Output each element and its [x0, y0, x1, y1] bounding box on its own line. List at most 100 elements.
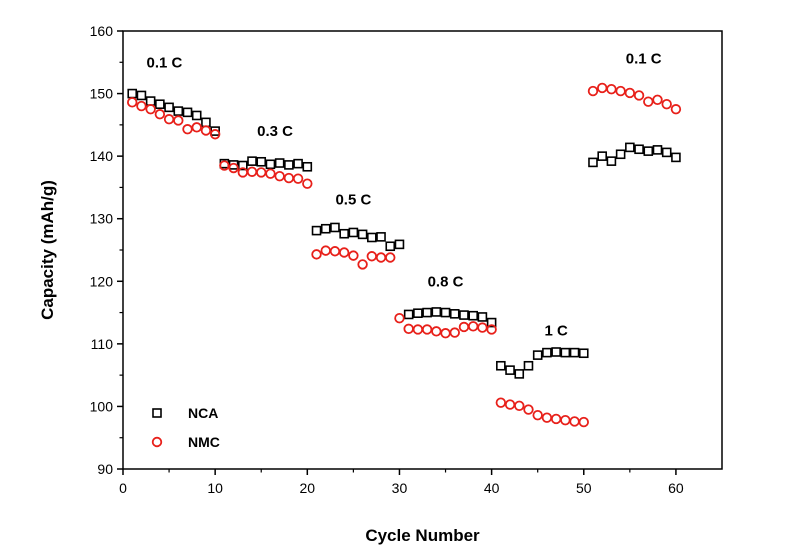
data-point-nmc: [514, 400, 525, 412]
data-point-nca: [311, 225, 322, 236]
data-point-nca: [523, 360, 534, 371]
rate-label: 1 C: [544, 323, 568, 340]
data-point-nca: [339, 228, 349, 239]
rate-annotations: 0.1 C 0.3 C 0.5 C 0.8 C 1 C 0.1 C: [147, 51, 662, 340]
x-tick-label: 30: [392, 480, 408, 496]
data-point-nmc: [560, 414, 571, 426]
data-point-nmc: [643, 96, 654, 107]
y-tick-label: 150: [90, 86, 114, 102]
data-point-nca: [671, 152, 681, 163]
data-marks: [127, 82, 682, 428]
data-point-nca: [477, 312, 488, 322]
data-point-nmc: [578, 416, 589, 428]
data-point-nmc: [274, 170, 285, 182]
data-point-nmc: [504, 399, 516, 410]
data-point-nca: [182, 107, 193, 118]
data-point-nca: [532, 350, 543, 360]
data-point-nca: [597, 151, 608, 161]
data-point-nca: [394, 239, 405, 250]
data-point-nmc: [449, 327, 460, 338]
data-point-nmc: [209, 129, 221, 140]
data-point-nmc: [375, 252, 387, 263]
data-point-nmc: [421, 324, 433, 335]
data-point-nca: [191, 110, 202, 121]
data-point-nmc: [329, 246, 341, 257]
data-point-nmc: [431, 326, 442, 337]
axis-tick-labels: 0 10 20 30 40 50 60 90 100 110 120 130 140 150 160: [90, 23, 684, 496]
data-point-nca: [265, 159, 276, 170]
data-point-nca: [173, 106, 184, 116]
data-point-nmc: [228, 162, 239, 174]
data-point-nmc: [366, 251, 378, 262]
data-point-nmc: [606, 83, 617, 95]
data-point-nmc: [458, 321, 470, 333]
data-point-nca: [201, 117, 211, 128]
y-tick-label: 130: [90, 211, 114, 227]
x-tick-label: 50: [576, 480, 592, 496]
data-point-nmc: [652, 94, 663, 106]
data-point-nmc: [191, 122, 202, 133]
data-point-nmc: [292, 173, 304, 184]
data-point-nmc: [136, 100, 147, 112]
data-point-nmc: [256, 167, 267, 178]
x-tick-label: 40: [484, 480, 500, 496]
y-tick-label: 160: [90, 23, 114, 39]
data-point-nca: [643, 146, 654, 156]
series-nmc: [127, 82, 682, 428]
data-point-nmc: [597, 82, 608, 94]
data-point-nmc: [486, 324, 497, 335]
data-point-nca: [625, 142, 635, 153]
x-axis-title: Cycle Number: [365, 526, 480, 545]
data-point-nmc: [283, 172, 295, 184]
data-point-nca: [422, 307, 432, 318]
legend-marker-nca: [152, 408, 162, 418]
data-point-nmc: [403, 323, 414, 335]
data-point-nmc: [440, 328, 451, 339]
legend-label-nca: NCA: [188, 405, 218, 421]
data-point-nmc: [633, 90, 645, 101]
data-point-nca: [256, 156, 267, 167]
data-point-nmc: [467, 321, 479, 332]
data-point-nca: [588, 157, 598, 168]
data-point-nca: [569, 347, 580, 358]
data-point-nca: [413, 308, 423, 318]
data-point-nmc: [495, 397, 507, 408]
x-tick-label: 20: [300, 480, 316, 496]
data-point-nca: [578, 348, 589, 359]
rate-label: 0.5 C: [335, 191, 371, 208]
data-point-nmc: [550, 413, 562, 425]
data-point-nmc: [145, 104, 156, 115]
data-point-nca: [284, 160, 294, 170]
data-point-nca: [155, 99, 165, 110]
legend-label-nmc: NMC: [188, 434, 220, 450]
data-point-nca: [293, 158, 303, 169]
data-point-nmc: [661, 99, 672, 110]
data-point-nmc: [219, 160, 230, 171]
data-point-nmc: [541, 412, 553, 423]
data-point-nca: [376, 232, 386, 242]
data-point-nca: [302, 161, 313, 172]
series-nca: [127, 88, 681, 379]
data-point-nca: [330, 222, 340, 233]
data-point-nmc: [670, 104, 682, 115]
data-point-nca: [440, 307, 451, 318]
data-point-nca: [431, 307, 442, 317]
rate-label: 0.8 C: [428, 273, 464, 290]
data-point-nca: [348, 227, 359, 238]
data-point-nmc: [624, 87, 636, 99]
data-point-nca: [145, 96, 156, 106]
data-point-nca: [403, 309, 414, 320]
data-point-nca: [459, 310, 469, 320]
data-point-nca: [606, 156, 617, 166]
data-point-nca: [514, 369, 525, 379]
data-point-nca: [652, 145, 663, 155]
data-point-nmc: [348, 250, 359, 261]
data-point-nca: [615, 149, 626, 160]
data-point-nca: [486, 317, 497, 328]
x-tick-label: 10: [207, 480, 223, 496]
data-point-nmc: [182, 124, 193, 135]
data-point-nmc: [385, 252, 396, 263]
legend: NCA NMC: [151, 405, 220, 450]
rate-label: 0.1 C: [147, 54, 183, 71]
